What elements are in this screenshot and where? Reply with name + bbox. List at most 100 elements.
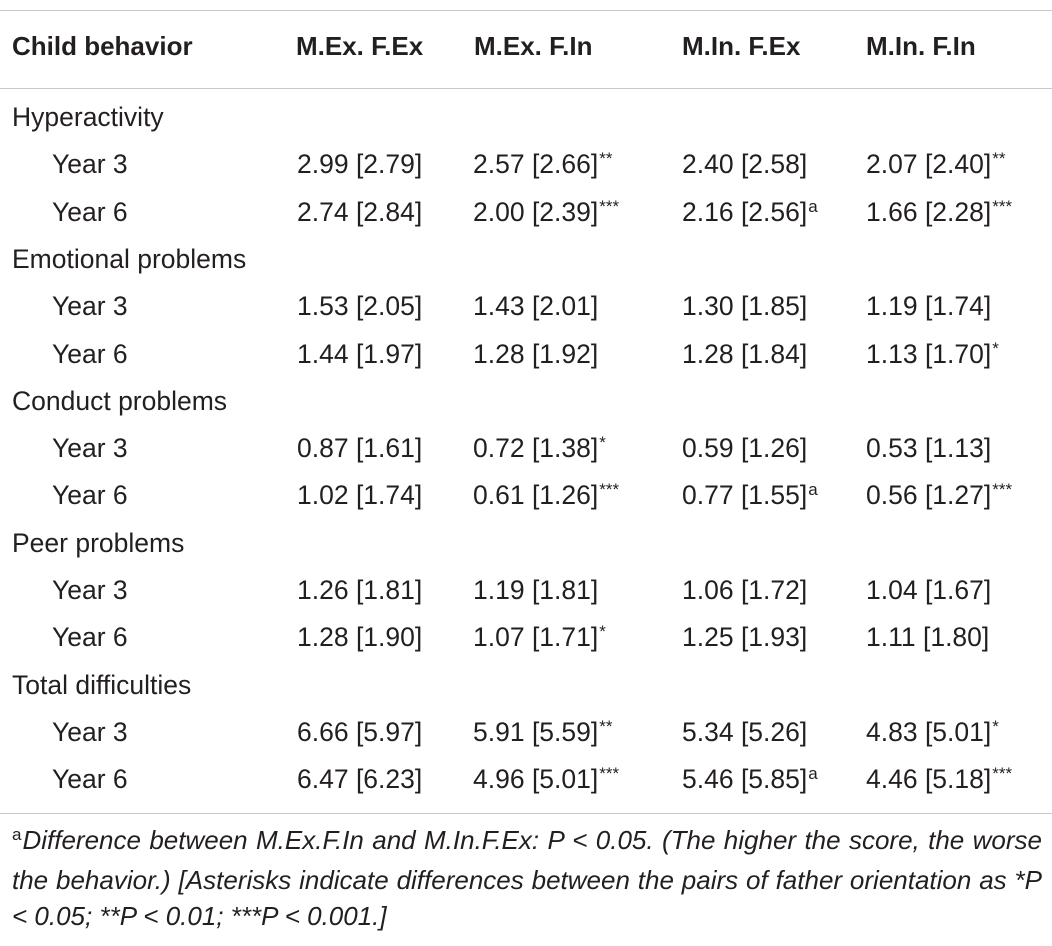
significance-mark: *: [992, 716, 999, 736]
table-cell: 2.07 [2.40]**: [866, 141, 1005, 191]
table-cell: 1.19 [1.81]: [473, 567, 598, 614]
cell-value: 1.19 [1.81]: [473, 575, 599, 605]
table-cell: 1.02 [1.74]: [297, 472, 422, 519]
table-cell: 6.66 [5.97]: [297, 709, 422, 756]
table-cell: 1.44 [1.97]: [297, 331, 422, 378]
significance-mark: ***: [992, 196, 1013, 216]
table-cell: 4.83 [5.01]*: [866, 709, 999, 759]
significance-mark: ***: [599, 480, 620, 500]
table-top-rule: [0, 10, 1052, 11]
table-bottom-rule: [0, 813, 1052, 814]
significance-mark: *: [992, 338, 999, 358]
significance-mark: a: [808, 480, 818, 500]
significance-mark: ***: [992, 764, 1013, 784]
column-header: M.In. F.In: [866, 31, 976, 61]
table-cell: 1.30 [1.85]: [682, 283, 807, 330]
section-label: Hyperactivity: [12, 102, 164, 132]
significance-mark: *: [599, 433, 606, 453]
table-cell: 1.04 [1.67]: [866, 567, 991, 614]
table-cell: 0.61 [1.26]***: [473, 472, 619, 522]
table-cell: 1.53 [2.05]: [297, 283, 422, 330]
table-cell: 1.07 [1.71]*: [473, 614, 606, 664]
table-cell: 5.34 [5.26]: [682, 709, 807, 756]
significance-mark: a: [808, 196, 818, 216]
row-label: Year 3: [52, 149, 128, 180]
table-row: Year 6 6.47 [6.23] 4.96 [5.01]*** 5.46 [5.8…: [0, 756, 1052, 803]
cell-value: 2.00 [2.39]: [473, 196, 599, 227]
cell-value: 1.30 [1.85]: [682, 291, 808, 322]
section-label: Total difficulties: [12, 669, 192, 700]
row-label: Year 3: [52, 575, 128, 605]
significance-mark: ***: [992, 480, 1013, 500]
cell-value: 6.47 [6.23]: [297, 764, 423, 795]
row-label: Year 3: [52, 291, 128, 322]
cell-value: 0.56 [1.27]: [866, 480, 992, 511]
cell-value: 0.61 [1.26]: [473, 480, 599, 511]
table-cell: 0.56 [1.27]***: [866, 472, 1012, 522]
table-cell: 2.16 [2.56]a: [682, 189, 818, 239]
row-label: Year 3: [52, 716, 128, 747]
cell-value: 2.99 [2.79]: [297, 149, 423, 180]
table-cell: 1.66 [2.28]***: [866, 189, 1012, 239]
significance-mark: **: [599, 716, 613, 736]
footnote-text: Difference between M.Ex.F.In and M.In.F.…: [12, 825, 1042, 931]
table-row: Year 6 1.02 [1.74] 0.61 [1.26]*** 0.77 [1.5…: [0, 472, 1052, 519]
table-cell: 0.59 [1.26]: [682, 425, 807, 472]
table-cell: 1.06 [1.72]: [682, 567, 807, 614]
table-cell: 2.40 [2.58]: [682, 141, 807, 188]
cell-value: 4.46 [5.18]: [866, 764, 992, 795]
cell-value: 1.25 [1.93]: [682, 622, 808, 653]
section-label: Peer problems: [12, 527, 185, 558]
table-cell: 4.96 [5.01]***: [473, 756, 619, 806]
table-cell: 1.13 [1.70]*: [866, 331, 999, 381]
cell-value: 1.28 [1.92]: [473, 338, 599, 369]
cell-value: 4.96 [5.01]: [473, 764, 599, 795]
significance-mark: **: [599, 149, 613, 169]
cell-value: 1.11 [1.80]: [866, 622, 990, 653]
table-row: Year 3 6.66 [5.97] 5.91 [5.59]** 5.34 [5.26…: [0, 709, 1052, 756]
cell-value: 1.06 [1.72]: [682, 575, 808, 605]
table-cell: 1.28 [1.84]: [682, 331, 807, 378]
section-row: Hyperactivity: [0, 94, 1052, 141]
table-cell: 1.19 [1.74]: [866, 283, 991, 330]
cell-value: 1.26 [1.81]: [297, 575, 423, 605]
cell-value: 2.07 [2.40]: [866, 149, 992, 180]
cell-value: 1.07 [1.71]: [473, 622, 599, 653]
cell-value: 2.16 [2.56]: [682, 196, 808, 227]
row-label: Year 6: [52, 338, 128, 369]
table-cell: 1.25 [1.93]: [682, 614, 807, 661]
section-label: Conduct problems: [12, 385, 228, 416]
column-header: M.Ex. F.Ex: [296, 31, 424, 61]
cell-value: 1.28 [1.90]: [297, 622, 423, 653]
footnote-marker: a: [12, 825, 22, 844]
table-cell: 1.28 [1.92]: [473, 331, 598, 378]
table-row: Year 3 1.53 [2.05] 1.43 [2.01] 1.30 [1.85] 1…: [0, 283, 1052, 330]
cell-value: 1.43 [2.01]: [473, 291, 599, 322]
cell-value: 1.44 [1.97]: [297, 338, 423, 369]
cell-value: 2.57 [2.66]: [473, 149, 599, 180]
table-cell: 2.74 [2.84]: [297, 189, 422, 236]
table-footnote: aDifference between M.Ex.F.In and M.In.F…: [12, 822, 1042, 934]
row-label: Year 6: [52, 196, 128, 227]
table-cell: 2.57 [2.66]**: [473, 141, 612, 191]
table-cell: 0.72 [1.38]*: [473, 425, 606, 475]
cell-value: 4.83 [5.01]: [866, 716, 992, 747]
table-row: Year 6 2.74 [2.84] 2.00 [2.39]*** 2.16 [2.5…: [0, 189, 1052, 236]
significance-mark: a: [808, 764, 818, 784]
cell-value: 5.34 [5.26]: [682, 716, 808, 747]
row-label: Year 6: [52, 480, 128, 511]
table-row: Year 6 1.28 [1.90] 1.07 [1.71]* 1.25 [1.93]…: [0, 614, 1052, 661]
column-header: M.Ex. F.In: [474, 31, 593, 61]
table-cell: 2.99 [2.79]: [297, 141, 422, 188]
cell-value: 1.13 [1.70]: [866, 338, 992, 369]
table-cell: 1.26 [1.81]: [297, 567, 422, 614]
table-cell: 0.53 [1.13]: [866, 425, 991, 472]
cell-value: 0.77 [1.55]: [682, 480, 808, 511]
table-cell: 0.77 [1.55]a: [682, 472, 818, 522]
cell-value: 2.40 [2.58]: [682, 149, 808, 180]
significance-mark: ***: [599, 196, 620, 216]
table-cell: 6.47 [6.23]: [297, 756, 422, 803]
cell-value: 1.19 [1.74]: [866, 291, 992, 322]
row-label: Year 6: [52, 764, 128, 795]
cell-value: 5.46 [5.85]: [682, 764, 808, 795]
